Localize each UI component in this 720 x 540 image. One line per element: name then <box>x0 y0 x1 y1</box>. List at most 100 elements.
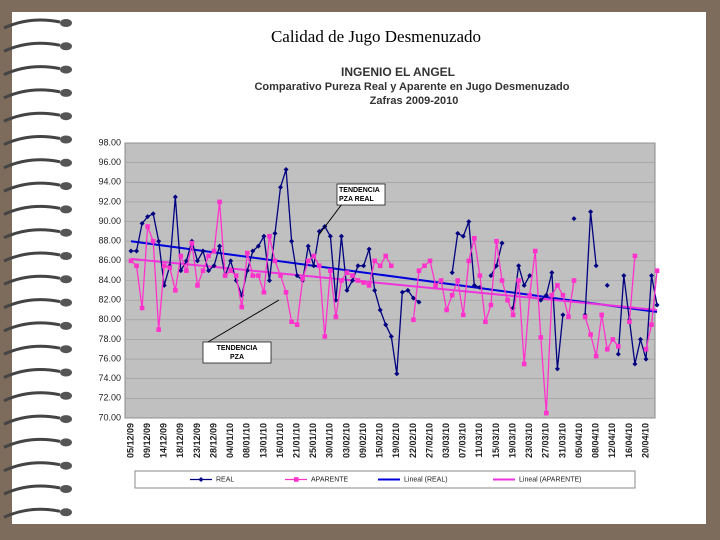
y-tick-label: 78.00 <box>98 334 121 344</box>
x-tick-label: 14/12/09 <box>159 423 169 458</box>
hole <box>60 88 72 97</box>
marker <box>483 319 488 325</box>
marker <box>250 273 256 278</box>
marker <box>383 253 389 259</box>
marker <box>167 265 173 271</box>
marker <box>361 280 366 285</box>
ring <box>3 507 61 519</box>
ring <box>3 437 61 449</box>
marker <box>372 287 378 293</box>
marker <box>455 278 461 283</box>
marker <box>272 258 278 264</box>
x-tick-label: 15/03/10 <box>491 423 501 458</box>
marker <box>377 263 383 269</box>
marker <box>549 292 555 298</box>
marker <box>283 289 289 295</box>
ring <box>3 88 61 100</box>
marker <box>178 253 184 259</box>
marker <box>217 243 223 249</box>
marker <box>255 243 261 249</box>
marker <box>366 246 372 252</box>
legend-label: Lineal (APARENTE) <box>519 476 582 483</box>
annotation-text: TENDENCIA <box>217 345 258 352</box>
ring <box>3 414 61 426</box>
marker <box>267 234 272 239</box>
marker <box>488 302 494 308</box>
marker <box>388 263 394 269</box>
marker <box>278 273 283 278</box>
spiral <box>3 18 72 519</box>
x-tick-label: 23/12/09 <box>192 423 202 458</box>
marker <box>350 278 356 283</box>
ring <box>3 228 61 240</box>
marker <box>593 263 599 269</box>
y-tick-label: 76.00 <box>98 353 121 363</box>
legend-label: Lineal (REAL) <box>404 476 448 483</box>
marker <box>228 258 234 264</box>
marker <box>527 273 533 279</box>
hole <box>60 438 72 447</box>
marker <box>134 248 140 254</box>
x-tick-label: 08/01/10 <box>242 423 252 458</box>
hole <box>60 42 72 51</box>
marker <box>244 250 250 256</box>
marker <box>499 240 505 246</box>
marker <box>377 307 383 313</box>
marker <box>283 167 289 173</box>
ring <box>3 111 61 123</box>
y-tick-label: 84.00 <box>98 275 121 285</box>
x-tick-label: 31/03/10 <box>557 423 567 458</box>
marker <box>228 268 233 273</box>
y-tick-label: 98.00 <box>98 137 121 147</box>
ring <box>3 158 61 170</box>
marker <box>466 258 472 264</box>
annotation-box <box>202 341 272 364</box>
marker <box>261 233 267 239</box>
marker <box>516 278 521 283</box>
annotation-arrow <box>207 299 280 343</box>
ring <box>3 391 61 403</box>
marker <box>394 371 400 377</box>
hole <box>60 321 72 330</box>
marker <box>543 292 549 298</box>
marker <box>305 258 311 264</box>
slide-title: Calidad de Jugo Desmenuzado <box>271 27 481 46</box>
marker <box>311 253 317 259</box>
marker <box>173 288 178 293</box>
hole <box>60 298 72 307</box>
x-tick-label: 27/02/10 <box>424 423 434 458</box>
x-tick-label: 30/01/10 <box>325 423 335 458</box>
marker <box>411 317 416 323</box>
marker <box>256 273 261 278</box>
ring <box>3 484 61 496</box>
legend-marker <box>198 477 204 482</box>
marker <box>300 276 305 281</box>
hole <box>60 345 72 354</box>
hole <box>60 391 72 400</box>
marker <box>278 184 284 190</box>
ring <box>3 368 61 379</box>
ring <box>3 65 61 76</box>
marker <box>333 314 339 320</box>
marker <box>654 302 660 308</box>
marker <box>438 278 444 283</box>
x-tick-label: 16/04/10 <box>624 423 634 458</box>
x-tick-label: 28/12/09 <box>208 423 218 458</box>
marker <box>350 273 355 278</box>
marker <box>615 351 621 357</box>
ring <box>3 18 61 30</box>
marker <box>416 299 422 305</box>
hole <box>60 508 72 517</box>
hole <box>60 19 72 27</box>
marker <box>477 273 483 278</box>
x-tick-label: 18/12/09 <box>175 423 185 458</box>
marker <box>322 334 328 339</box>
marker <box>532 248 538 254</box>
marker <box>538 297 544 303</box>
marker <box>139 305 145 311</box>
marker <box>433 283 438 288</box>
marker <box>338 233 344 239</box>
marker <box>211 248 217 254</box>
marker <box>294 273 300 279</box>
